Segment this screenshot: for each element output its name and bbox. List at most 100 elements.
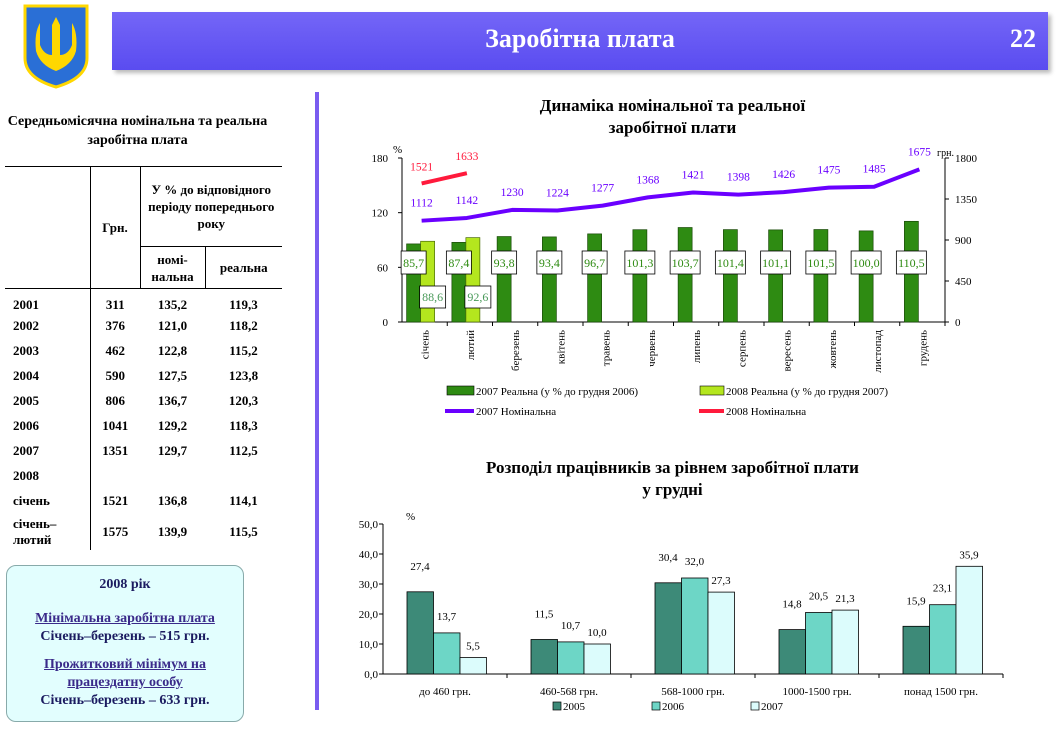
chart1-data-label-box [850,250,882,275]
chart1-bar-2007 [858,230,874,323]
chart1-data-label-box [464,285,492,309]
cell-uah: 806 [105,393,126,408]
chart1-xtick-label: листопад [872,330,884,373]
chart1-data-label-2007: 87,4 [448,256,469,270]
chart1-legend-2007-real: 2007 Реальна (у % до грудня 2006) [476,386,638,398]
col-uah: Грн. [90,166,141,289]
chart1-bar-2007 [406,243,421,323]
chart2-data-label-2005: 11,5 [535,609,554,621]
chart2-ytick-label: 30,0 [359,579,379,591]
chart2-bar-2005 [406,591,434,675]
chart1-xtick-label: січень [420,330,432,359]
chart2-xtick-label: 568-1000 грн. [661,686,725,698]
cell-uah: 1351 [102,443,129,458]
chart1-data-label-2007: 101,1 [762,256,789,270]
chart1-data-label-box [536,250,563,275]
chart1-title: Динаміка номінальної та реальної заробіт… [420,95,925,139]
chart2-bar-2005 [654,582,682,675]
cell-nominal: 135,2 [157,297,188,313]
chart2-legend-swatch-2007 [750,701,760,711]
chart1-data-label-2007: 93,8 [494,256,515,270]
chart1-data-label-2007: 101,4 [717,256,744,270]
chart1-line-2008-nominal-label: 1633 [455,151,478,163]
chart2-xtick-label: 1000-1500 грн. [782,686,851,698]
chart1-title-line1: Динаміка номінальної та реальної [539,96,806,115]
chart2-data-label-2005: 15,9 [906,595,926,607]
chart2-legend-swatch-2005 [552,701,562,711]
cell-period: 2006 [5,413,91,439]
chart2-bar-2006 [557,641,585,675]
col-real: реальна [219,260,268,275]
chart1-data-label-2007: 96,7 [584,256,605,270]
cell-nominal: 129,2 [157,418,188,433]
table-row: 2005 806 136,7 120,3 [5,388,282,414]
chart2-legend-swatch-2006 [651,701,661,711]
chart2-data-label-2005: 14,8 [782,599,802,611]
chart1-data-label-box [760,250,792,275]
chart1-bar-2007 [677,227,693,323]
chart1-ytick-right-label: 900 [955,235,972,247]
chart1-data-label-2007: 85,7 [403,256,424,270]
chart1-data-label-2008: 88,6 [422,290,443,304]
chart1-xtick-label: березень [510,330,522,371]
chart1-legend-2008-nominal: 2008 Номінальна [726,406,806,418]
chart1-legend-swatch-2007-real [446,385,475,396]
chart2-bar-2007 [707,591,735,675]
chart2-legend-2006: 2006 [662,701,685,713]
cell-real: 115,5 [229,523,258,539]
chart2-bar-2007 [831,609,859,675]
chart1-xtick-label: грудень [917,330,929,366]
cell-uah: 376 [105,318,126,333]
cell-nominal: 139,9 [157,523,188,539]
chart1-legend-2007-nominal: 2007 Номінальна [476,406,556,418]
chart1-ytick-right-label: 1800 [955,153,978,165]
chart1-line-2007-nominal-label: 1142 [456,195,479,207]
chart1-data-label-2007: 101,5 [807,256,834,270]
chart1-legend-swatch-2008-real [699,385,725,396]
chart1-bar-2007 [723,229,738,323]
chart1-data-label-2007: 103,7 [672,256,699,270]
cell-real: 112,5 [229,443,258,458]
page-number: 22 [1010,24,1036,53]
cell-period: 2001 [5,288,91,314]
chart2-data-label-2006: 32,0 [685,556,705,568]
cell-uah: 462 [105,343,126,358]
chart2-data-label-2006: 10,7 [561,620,581,632]
chart1-bar-2007 [496,236,512,323]
chart2-data-label-2006: 13,7 [437,611,457,623]
chart2-ytick-label: 10,0 [359,639,379,651]
col-group: У % до відповідного періоду попереднього… [140,166,282,247]
cell-real: 118,2 [229,318,258,333]
chart1-data-label-box [491,250,518,275]
cell-real: 115,2 [229,343,258,358]
subsistence-label: Прожитковий мінімум на працездатну особу [44,657,206,690]
chart1-ytick-label: 120 [372,208,389,220]
chart1-bar-2007 [632,229,648,323]
chart2-bar-2006 [681,577,709,675]
chart1-ytick-label: 0 [383,317,389,329]
chart2-title-line2: у грудні [642,480,703,499]
chart1-line-2007-nominal-label: 1485 [863,164,886,176]
chart2-bar-2005 [902,625,930,675]
chart1-data-label-box [624,250,656,275]
chart1-line-2007-nominal-label: 1112 [411,198,433,210]
cell-nominal: 122,8 [157,343,188,358]
chart2-title: Розподіл працівників за рівнем заробітно… [420,457,925,501]
chart1-line-2007-nominal-label: 1426 [772,169,795,181]
cell-uah: 1575 [102,523,129,539]
chart1-line-2007-nominal-label: 1675 [908,146,931,158]
chart2-ytick-label: 50,0 [359,519,379,531]
chart2-ylabel: % [406,511,415,523]
chart1-data-label-2007: 93,4 [539,256,560,270]
chart2-bar-2006 [929,604,957,675]
chart1-ytick-right-label: 0 [955,317,961,329]
chart2-ytick-label: 0,0 [364,669,378,681]
cell-nominal: 136,8 [157,493,188,508]
chart1-line-2007-nominal-label: 1230 [501,187,524,199]
cell-nominal: 136,7 [157,393,188,408]
chart1-bar-2008 [420,240,435,323]
chart2-xtick-label: понад 1500 грн. [904,686,978,698]
table-row: січень 1521 136,8 114,1 [5,488,282,514]
chart1-data-label-box [445,250,472,275]
chart1-xtick-label: лютий [465,330,477,360]
